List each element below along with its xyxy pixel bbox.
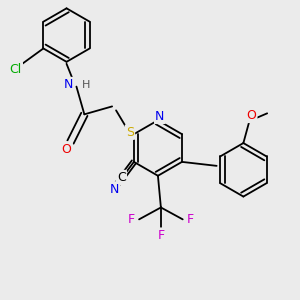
Text: F: F	[187, 213, 194, 226]
Text: O: O	[61, 142, 71, 155]
Text: N: N	[110, 182, 119, 196]
Text: O: O	[246, 109, 256, 122]
Text: N: N	[64, 78, 73, 91]
Text: Cl: Cl	[10, 63, 22, 76]
Text: N: N	[155, 110, 165, 123]
Text: S: S	[126, 126, 134, 139]
Text: F: F	[157, 229, 164, 242]
Text: H: H	[82, 80, 91, 90]
Text: C: C	[117, 171, 126, 184]
Text: F: F	[128, 213, 135, 226]
